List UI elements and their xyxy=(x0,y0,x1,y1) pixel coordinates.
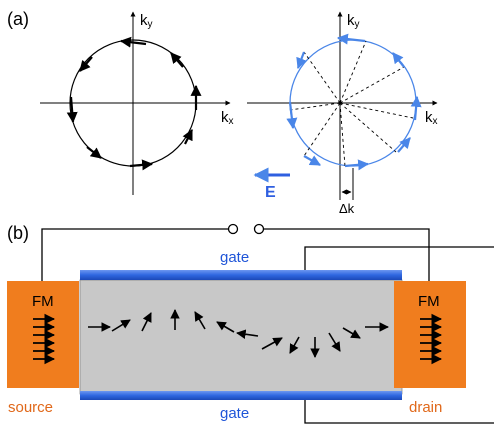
spin-arrows-equilibrium xyxy=(66,36,202,171)
bottom-gate xyxy=(80,391,402,400)
drain-magnetization-arrows xyxy=(420,313,443,365)
source-fm-label: FM xyxy=(32,293,54,310)
bottom-gate-label: gate xyxy=(220,405,250,422)
circuit-wires xyxy=(41,228,494,424)
dashed-radii xyxy=(289,40,414,167)
switch-contact-right xyxy=(253,223,265,235)
delta-k-label: Δk xyxy=(339,201,355,216)
electric-field-label: E xyxy=(265,184,276,201)
switch-contact-left xyxy=(227,223,239,235)
ky-axis-label: ky xyxy=(140,12,153,30)
kx-axis-label-2: kx xyxy=(425,109,438,127)
top-gate xyxy=(80,270,402,280)
kx-axis-label: kx xyxy=(221,109,234,127)
panel-a-left xyxy=(40,11,231,195)
panel-b-label: (b) xyxy=(7,223,29,243)
drain-fm-label: FM xyxy=(418,293,440,310)
spin-arrows-shifted xyxy=(286,33,422,171)
source-magnetization-arrows xyxy=(33,313,56,365)
panel-a-right xyxy=(247,11,438,200)
delta-k-marker xyxy=(339,168,354,200)
panel-a-label: (a) xyxy=(7,9,29,29)
semiconductor-channel xyxy=(79,279,403,395)
top-gate-label: gate xyxy=(220,249,250,266)
ky-axis-label-2: ky xyxy=(347,12,360,30)
spin-precession-arrows xyxy=(88,309,389,358)
source-label: source xyxy=(8,399,54,416)
drain-label: drain xyxy=(409,399,443,416)
